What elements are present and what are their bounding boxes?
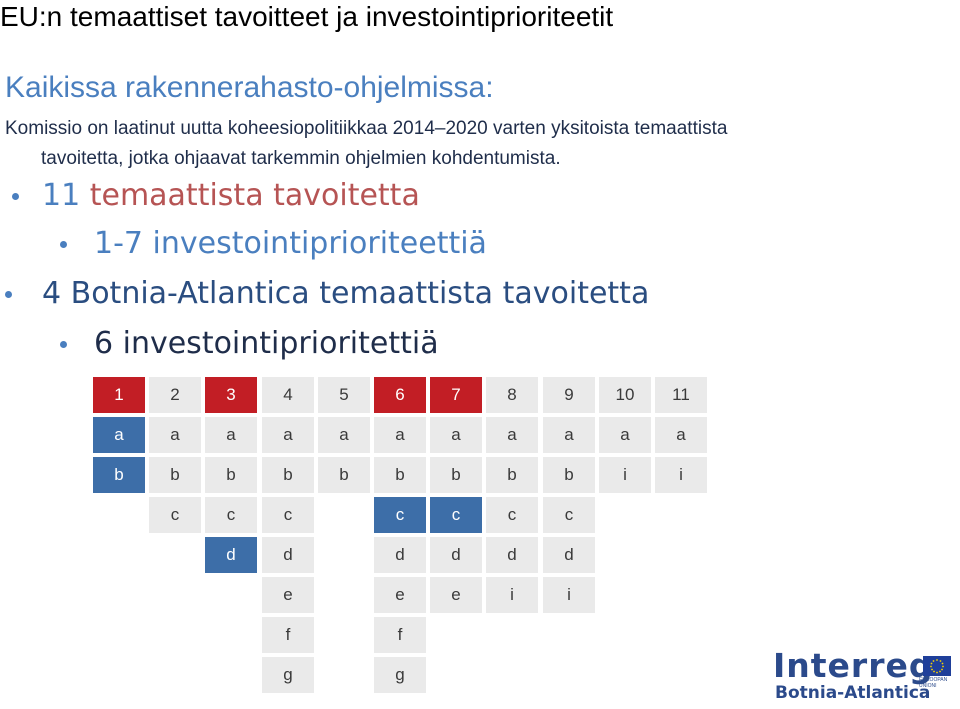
logo-word-interreg: Interreg	[773, 646, 934, 685]
priority-4-e-cell: e	[262, 577, 314, 613]
objective-11-cell: 11	[655, 377, 707, 413]
priority-7-b-cell: b	[430, 457, 482, 493]
bullet1-text: temaattista tavoitetta	[80, 178, 420, 213]
priority-6-f-cell: f	[374, 617, 426, 653]
priority-9-c-cell: c	[543, 497, 595, 533]
bullet4-text: 6 investointiprioritettiä	[94, 326, 439, 361]
priority-4-f-cell: f	[262, 617, 314, 653]
objective-4-cell: 4	[262, 377, 314, 413]
priority-6-g-cell: g	[374, 657, 426, 693]
objective-5-cell: 5	[318, 377, 370, 413]
objective-10-cell: 10	[599, 377, 651, 413]
priority-2-a-cell: a	[149, 417, 201, 453]
priority-5-a-cell: a	[318, 417, 370, 453]
bullet-dot-icon	[5, 291, 12, 298]
priority-8-b-cell: b	[486, 457, 538, 493]
priority-8-c-cell: c	[486, 497, 538, 533]
priority-1-b-cell: b	[93, 457, 145, 493]
priority-6-b-cell: b	[374, 457, 426, 493]
bullet1-number: 11	[42, 178, 81, 213]
priority-3-c-cell: c	[205, 497, 257, 533]
objective-6-cell: 6	[374, 377, 426, 413]
priority-9-i-cell: i	[543, 577, 595, 613]
intro-paragraph: Komissio on laatinut uutta koheesiopolit…	[5, 114, 955, 174]
subtitle: Kaikissa rakennerahasto-ohjelmissa:	[5, 71, 494, 104]
priority-7-a-cell: a	[430, 417, 482, 453]
priority-3-b-cell: b	[205, 457, 257, 493]
interreg-logo: Interreg Botnia-Atlantica EUROOPAN UNION…	[773, 646, 953, 704]
priority-11-a-cell: a	[655, 417, 707, 453]
priority-4-c-cell: c	[262, 497, 314, 533]
objective-1-cell: 1	[93, 377, 145, 413]
intro-line-1: Komissio on laatinut uutta koheesiopolit…	[5, 118, 728, 139]
priority-4-d-cell: d	[262, 537, 314, 573]
priority-3-a-cell: a	[205, 417, 257, 453]
priority-8-d-cell: d	[486, 537, 538, 573]
objective-3-cell: 3	[205, 377, 257, 413]
priority-4-g-cell: g	[262, 657, 314, 693]
priority-5-b-cell: b	[318, 457, 370, 493]
priority-4-a-cell: a	[262, 417, 314, 453]
bullet-dot-icon	[12, 193, 19, 200]
intro-line-2: tavoitetta, jotka ohjaavat tarkemmin ohj…	[41, 148, 561, 169]
priority-10-i-cell: i	[599, 457, 651, 493]
priority-2-c-cell: c	[149, 497, 201, 533]
priority-9-d-cell: d	[543, 537, 595, 573]
priority-8-a-cell: a	[486, 417, 538, 453]
priority-7-c-cell: c	[430, 497, 482, 533]
objective-8-cell: 8	[486, 377, 538, 413]
bullet3-text: 4 Botnia-Atlantica temaattista tavoitett…	[42, 276, 650, 311]
priority-9-b-cell: b	[543, 457, 595, 493]
objective-9-cell: 9	[543, 377, 595, 413]
priority-6-d-cell: d	[374, 537, 426, 573]
priority-1-a-cell: a	[93, 417, 145, 453]
priority-2-b-cell: b	[149, 457, 201, 493]
eu-flag-icon	[923, 656, 951, 676]
bullet-dot-icon	[60, 341, 67, 348]
priority-7-e-cell: e	[430, 577, 482, 613]
eu-label: EUROOPAN UNIONI	[919, 677, 948, 689]
priority-6-a-cell: a	[374, 417, 426, 453]
priority-6-e-cell: e	[374, 577, 426, 613]
logo-word-botnia-atlantica: Botnia-Atlantica	[775, 683, 931, 703]
priority-3-d-cell: d	[205, 537, 257, 573]
page-title: EU:n temaattiset tavoitteet ja investoin…	[0, 1, 614, 32]
priority-9-a-cell: a	[543, 417, 595, 453]
objective-2-cell: 2	[149, 377, 201, 413]
priority-10-a-cell: a	[599, 417, 651, 453]
priority-6-c-cell: c	[374, 497, 426, 533]
objective-7-cell: 7	[430, 377, 482, 413]
bullet2-text: 1-7 investointiprioriteettiä	[94, 226, 487, 261]
priority-4-b-cell: b	[262, 457, 314, 493]
bullet-dot-icon	[60, 241, 67, 248]
priority-11-i-cell: i	[655, 457, 707, 493]
priority-7-d-cell: d	[430, 537, 482, 573]
priority-8-i-cell: i	[486, 577, 538, 613]
